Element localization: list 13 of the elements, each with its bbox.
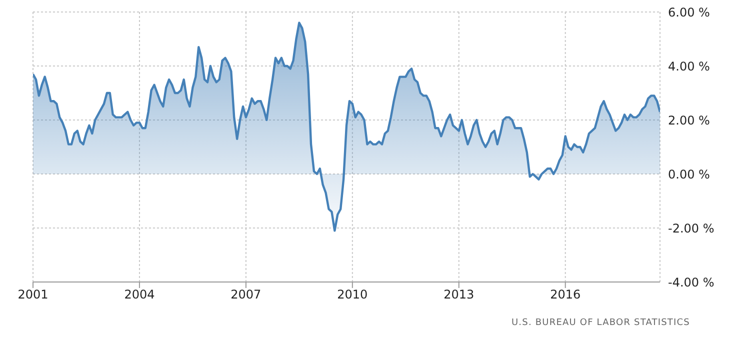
- y-tick-label: 0.00 %: [668, 167, 710, 182]
- y-tick-label: 4.00 %: [668, 59, 710, 74]
- x-tick-label: 2016: [550, 288, 581, 302]
- x-tick-label: 2001: [18, 288, 48, 302]
- y-tick-label: -2.00 %: [668, 221, 714, 236]
- y-tick-label: 2.00 %: [668, 113, 710, 128]
- y-tick-label: -4.00 %: [668, 275, 714, 290]
- x-tick-label: 2013: [444, 288, 474, 302]
- text: U.S. BUREAU OF LABOR STATISTICS: [512, 318, 690, 328]
- y-tick-label: 6.00 %: [668, 5, 710, 20]
- x-tick-label: 2007: [230, 288, 262, 302]
- x-tick-label: 2004: [124, 288, 155, 302]
- x-tick-label: 2010: [337, 288, 368, 302]
